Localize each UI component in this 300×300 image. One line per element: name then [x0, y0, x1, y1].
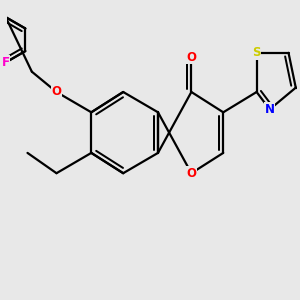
- Text: S: S: [252, 46, 261, 59]
- Text: N: N: [265, 103, 275, 116]
- Text: O: O: [52, 85, 61, 98]
- Text: O: O: [186, 51, 197, 64]
- Text: F: F: [2, 56, 10, 69]
- Text: O: O: [186, 167, 197, 180]
